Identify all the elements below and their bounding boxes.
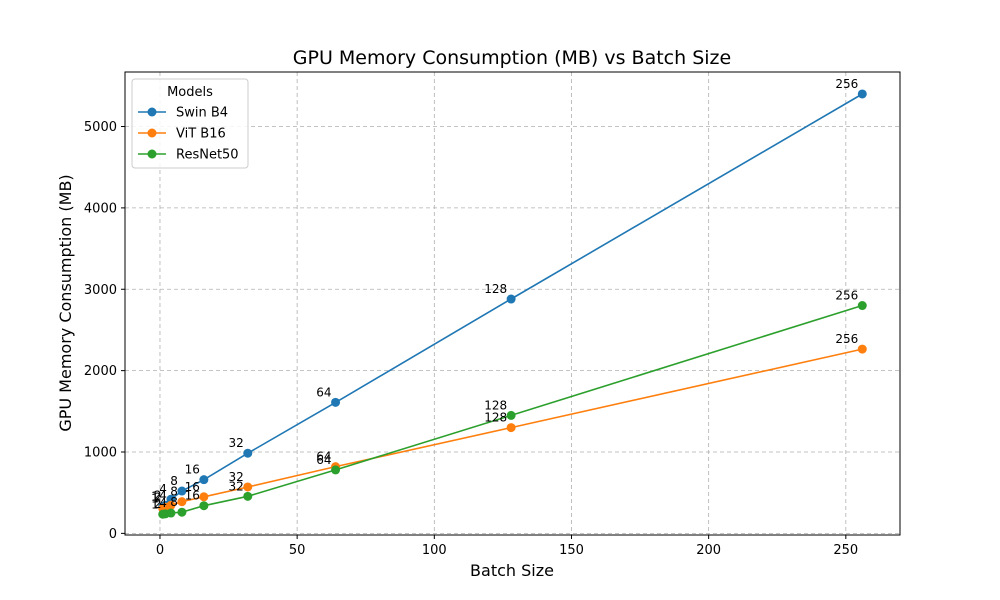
data-point (243, 491, 253, 501)
point-label: 8 (170, 474, 178, 488)
point-label: 8 (170, 485, 178, 499)
legend-marker (147, 149, 157, 159)
data-point (199, 501, 209, 511)
point-label: 16 (185, 480, 200, 494)
data-point (177, 507, 187, 517)
point-label: 4 (159, 496, 167, 510)
series-layer (158, 89, 867, 519)
x-tick-label: 200 (696, 543, 721, 558)
x-tick-label: 100 (422, 543, 447, 558)
data-point (199, 475, 209, 485)
point-label: 256 (835, 77, 858, 91)
data-point (331, 397, 341, 407)
point-label: 1 (151, 492, 159, 506)
y-tick-label: 1000 (84, 446, 117, 461)
data-point (166, 500, 176, 510)
point-label: 1 (151, 497, 159, 511)
point-label: 16 (185, 489, 200, 503)
point-label: 128 (484, 411, 507, 425)
x-axis-label: Batch Size (470, 561, 554, 580)
y-tick-label: 2000 (84, 364, 117, 379)
point-label: 1 (151, 490, 159, 504)
data-point (166, 508, 176, 518)
legend-item: ViT B16 (138, 127, 226, 142)
x-tick-label: 250 (833, 543, 858, 558)
point-label: 256 (835, 332, 858, 346)
point-label: 2 (154, 490, 162, 504)
data-point (331, 465, 341, 475)
point-label: 256 (835, 289, 858, 303)
point-label: 32 (228, 470, 243, 484)
y-axis-ticks: 0 1000 2000 3000 4000 5000 (84, 120, 125, 542)
data-point (857, 89, 867, 99)
legend-item: Swin B4 (138, 106, 228, 121)
data-point (506, 423, 516, 433)
data-point (857, 301, 867, 311)
point-label: 2 (154, 488, 162, 502)
data-point (857, 344, 867, 354)
series-resnet50 (158, 301, 867, 519)
y-tick-label: 5000 (84, 120, 117, 135)
point-label: 64 (316, 385, 331, 399)
legend-label: ResNet50 (176, 148, 239, 163)
plot-frame (124, 71, 901, 536)
x-axis-ticks: 0 50 100 150 200 250 (156, 535, 858, 558)
grid-layer (125, 72, 900, 535)
x-tick-label: 0 (156, 543, 164, 558)
point-label: 8 (170, 495, 178, 509)
data-point (243, 482, 253, 492)
y-axis-label: GPU Memory Consumption (MB) (56, 174, 75, 431)
y-tick-label: 3000 (84, 283, 117, 298)
y-tick-label: 0 (109, 527, 117, 542)
legend-items: Swin B4 ViT B16 ResNet50 (138, 106, 239, 163)
legend-item: ResNet50 (138, 148, 239, 163)
legend-label: ViT B16 (176, 127, 226, 142)
data-point (199, 492, 209, 502)
point-label: 64 (316, 453, 331, 467)
y-tick-label: 4000 (84, 201, 117, 216)
legend-marker (147, 107, 157, 117)
legend-marker (147, 128, 157, 138)
point-label: 32 (228, 436, 243, 450)
point-label: 128 (484, 282, 507, 296)
point-label: 16 (185, 463, 200, 477)
point-label: 128 (484, 398, 507, 412)
point-label: 4 (159, 482, 167, 496)
legend-box (131, 78, 249, 169)
legend-title: Models (167, 85, 213, 100)
x-tick-label: 150 (559, 543, 584, 558)
point-label: 64 (316, 450, 331, 464)
series-swin-b4 (158, 89, 867, 512)
legend: Models Swin B4 ViT B16 ResNet50 (131, 78, 249, 169)
data-point (506, 410, 516, 420)
data-point (177, 497, 187, 507)
series-vit-b16 (158, 344, 867, 514)
data-point (506, 294, 516, 304)
data-point (177, 486, 187, 496)
chart-title: GPU Memory Consumption (MB) vs Batch Siz… (293, 47, 731, 69)
point-label: 32 (228, 479, 243, 493)
data-point (243, 448, 253, 458)
x-tick-label: 50 (289, 543, 306, 558)
legend-label: Swin B4 (176, 106, 228, 121)
point-label: 4 (159, 488, 167, 502)
point-label: 2 (154, 497, 162, 511)
